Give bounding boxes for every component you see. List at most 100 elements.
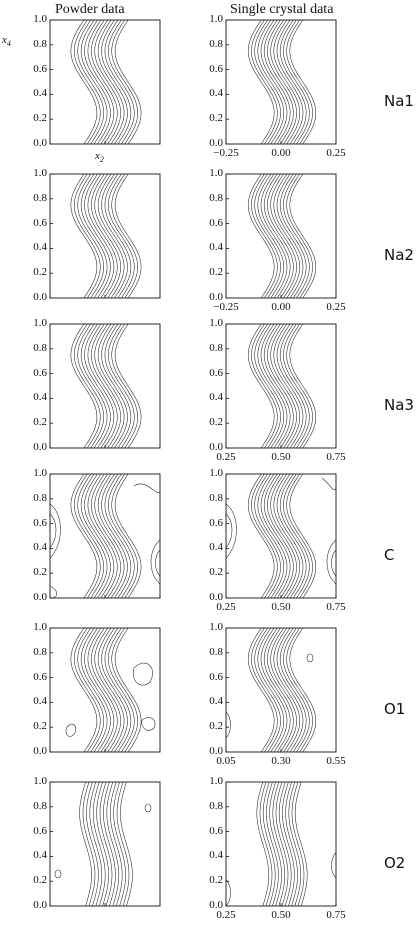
y-tick-label: 0.6 [209,670,223,683]
contour-line [94,474,121,598]
contour-line [77,324,104,448]
contour-line [104,324,132,448]
y-tick-label: 0.6 [33,62,47,75]
contour-line [282,782,295,906]
single-crystal-contour-panel [225,323,337,449]
y-tick-label: 0.2 [209,720,223,733]
contour-line [80,474,108,598]
contour-line [247,628,275,752]
contour-line [276,324,304,448]
contour-line [80,324,108,448]
contour-line [101,474,128,598]
contour-line [80,174,108,298]
atom-label: O1 [384,700,406,718]
x-tick-label: 0.25 [326,301,346,313]
powder-contour-panel [49,323,161,449]
y-tick-label: 0.2 [33,112,47,125]
contour-line [132,662,153,686]
y-tick-label: 0.6 [209,216,223,229]
contour-line [289,474,317,598]
contour-line [109,782,123,906]
contour-line [273,628,301,752]
single-crystal-data-header: Single crystal data [230,2,334,17]
contour-line [289,628,317,752]
contour-line [260,20,288,144]
atom-row: 1.0 0.8 0.6 0.4 0.2 0.0 1.0 0.8 0.6 0.4 0.2 0.0 0.05… [0,621,419,783]
contour-line [251,20,278,144]
contour-line [70,324,98,448]
contour-line [321,477,336,491]
contour-line [106,782,120,906]
y-tick-label: 1.0 [33,775,47,787]
contour-line [97,20,125,144]
x-axis-variable: x2 [95,150,104,165]
contour-line [254,474,281,598]
contour-line [108,474,135,598]
contour-line [150,539,160,585]
contour-line [108,324,135,448]
panel-frame [225,473,337,599]
contour-line [331,851,336,879]
y-tick-label: 0.2 [33,720,47,733]
contour-line [294,782,308,906]
contour-line [101,174,128,298]
x-tick-label: 0.25 [326,147,346,159]
contour-line [77,474,104,598]
y-tick-label: 0.0 [33,899,47,911]
y-tick-label: 0.0 [209,441,223,453]
y-tick-label: 0.6 [33,824,47,837]
contour-line [70,474,98,598]
contour-line [226,711,231,739]
contour-line [273,474,301,598]
contour-line [254,324,281,448]
contour-line [84,474,111,598]
y-tick-label: 0.6 [209,366,223,379]
contour-line [74,474,101,598]
contour-line [120,782,133,906]
contour-line [260,324,288,448]
y-tick-label: 0.8 [33,645,47,658]
contour-line [87,474,115,598]
contour-line [50,503,61,559]
contour-line [326,539,336,585]
contour-line [270,20,297,144]
contour-line [87,628,115,752]
contour-line [104,174,132,298]
y-tick-label: 0.4 [209,87,223,100]
contour-line [108,20,135,144]
powder-contour-panel [49,473,161,599]
contour-line [278,782,292,906]
contour-line [260,628,288,752]
contour-line [91,628,118,752]
contour-line [270,174,297,298]
x-tick-label: 0.00 [271,147,291,159]
contour-line [276,474,304,598]
contour-line [279,20,307,144]
y-tick-label: 0.2 [209,112,223,125]
contour-line [279,174,307,298]
contour-line [247,174,275,298]
y-tick-label: 0.6 [33,366,47,379]
contour-line [247,20,275,144]
y-tick-label: 0.8 [209,37,223,50]
contour-line [279,474,307,598]
y-tick-label: 0.4 [209,849,223,862]
panel-frame [49,323,161,449]
y-tick-label: 0.0 [209,137,223,149]
contour-line [267,324,294,448]
contour-line [254,628,281,752]
contour-line [104,628,132,752]
contour-line [276,628,304,752]
y-tick-label: 0.6 [209,824,223,837]
contour-line [141,717,156,731]
y-tick-label: 0.0 [209,591,223,603]
contour-line [283,324,310,448]
contour-line [251,628,278,752]
atom-label: O2 [384,854,406,872]
contour-line [267,20,294,144]
contour-line [94,174,121,298]
contour-line [267,174,294,298]
y-tick-label: 1.0 [209,13,223,25]
y-tick-label: 1.0 [209,775,223,787]
single-crystal-contour-panel [225,781,337,907]
